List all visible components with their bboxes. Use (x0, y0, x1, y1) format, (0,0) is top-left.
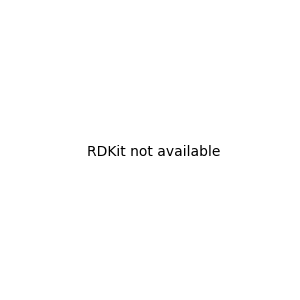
Text: RDKit not available: RDKit not available (87, 145, 220, 158)
